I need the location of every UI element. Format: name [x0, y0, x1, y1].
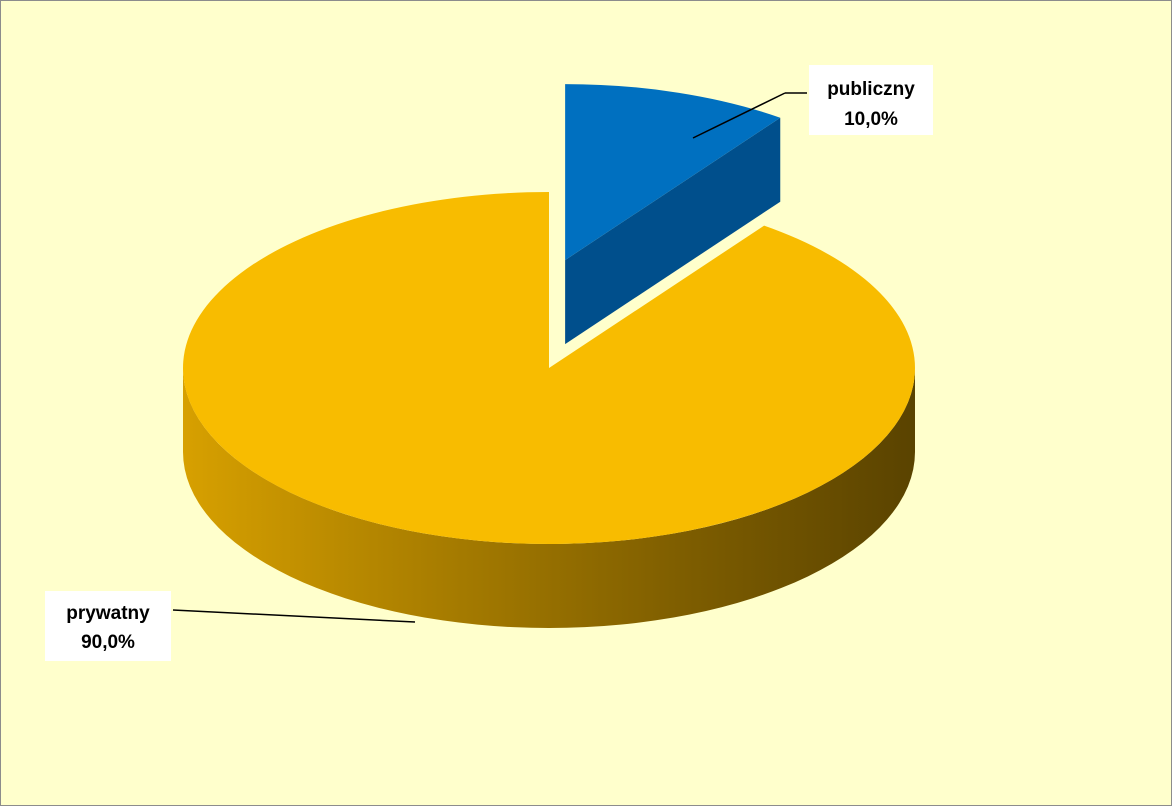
- label-value-publiczny: 10,0%: [844, 109, 898, 130]
- label-prywatny: prywatny 90,0%: [45, 591, 416, 661]
- label-box-publiczny: [809, 65, 933, 135]
- leader-line-prywatny: [172, 609, 416, 623]
- pie-cut-publiczny: [565, 117, 781, 345]
- pie-slice-prywatny: [182, 192, 915, 544]
- label-name-publiczny: publiczny: [827, 79, 915, 100]
- pie-slice-publiczny: [565, 84, 781, 261]
- pie-side-prywatny: [183, 368, 915, 628]
- label-publiczny: publiczny 10,0%: [692, 65, 933, 139]
- label-value-prywatny: 90,0%: [81, 632, 135, 653]
- label-box-prywatny: [45, 591, 171, 661]
- leader-line-publiczny: [692, 92, 786, 139]
- label-name-prywatny: prywatny: [66, 603, 150, 624]
